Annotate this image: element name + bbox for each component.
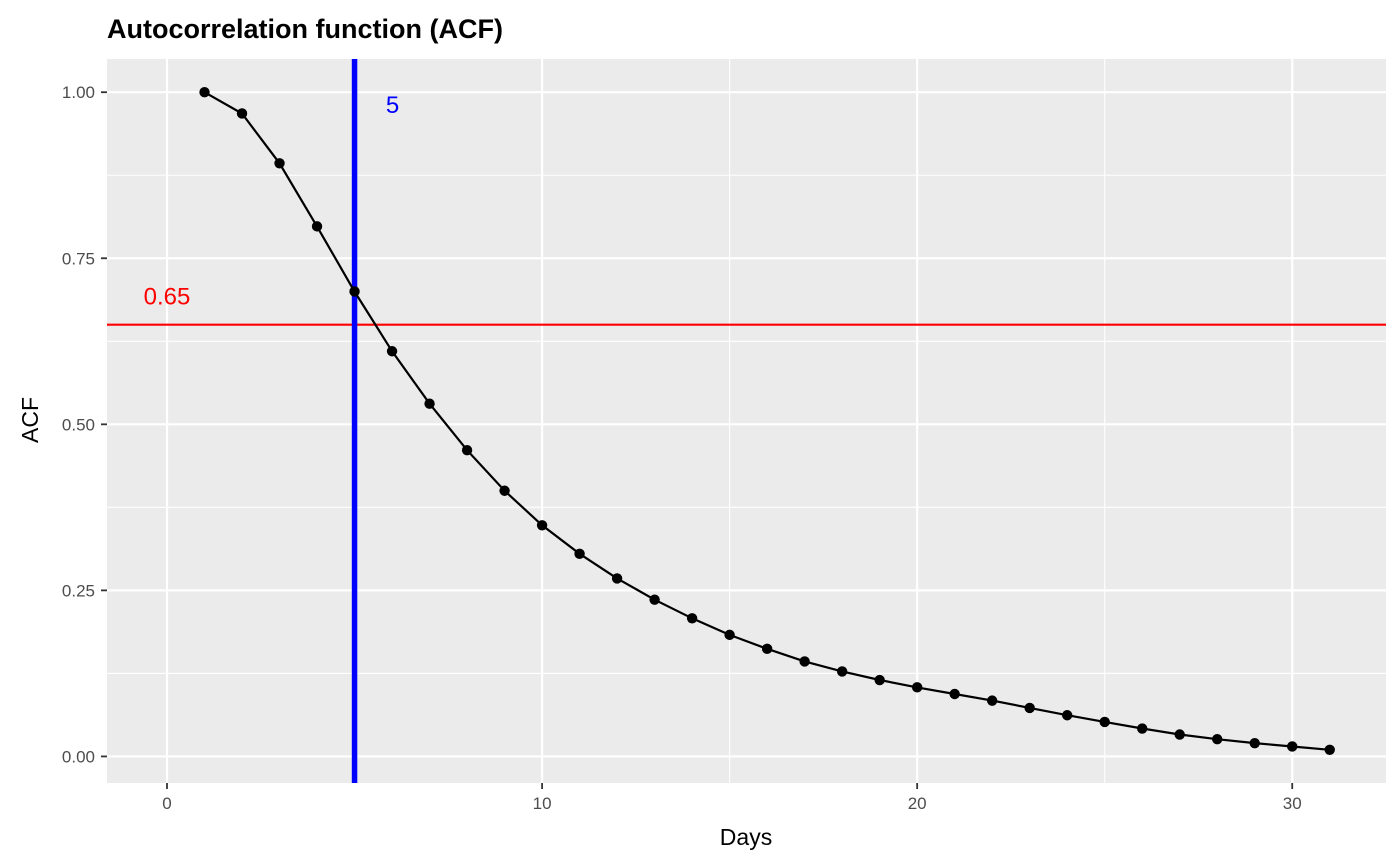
acf-point [686,613,698,624]
minor-gridlines [107,59,1386,783]
acf-point [461,445,473,456]
acf-point [1212,733,1223,745]
acf-point [1324,744,1335,755]
chart-title: Autocorrelation function (ACF) [107,14,503,44]
y-tick-label: 0.75 [62,249,95,268]
acf-point [536,520,548,531]
acf-point [1249,737,1260,749]
acf-point [499,485,510,496]
axis-ticks: 0 10 20 30 0.00 0.25 0.50 0.75 1.00 [62,83,1302,813]
acf-point [311,221,323,232]
y-tick-label: 0.50 [62,415,95,434]
acf-point [799,656,810,667]
y-tick-label: 1.00 [62,83,95,102]
acf-point [1174,729,1185,740]
acf-point [1287,741,1298,752]
hline-label: 0.65 [144,284,191,311]
y-tick-label: 0.00 [62,747,95,766]
x-tick-label: 10 [533,794,552,813]
acf-point [199,87,210,98]
vline-label: 5 [386,92,399,119]
acf-point [949,688,960,700]
acf-point [386,346,398,357]
acf-point [874,674,885,686]
acf-point [236,108,248,119]
reference-lines: 0.65 5 [107,59,1386,783]
acf-point [424,398,435,409]
plot-panel [107,59,1386,783]
x-tick-label: 30 [1283,794,1302,813]
acf-point [611,573,623,584]
major-gridlines [107,59,1386,783]
y-axis-title: ACF [17,397,43,443]
acf-point [1137,723,1148,734]
acf-point [1099,716,1110,728]
x-tick-label: 20 [908,794,927,813]
acf-point [649,594,660,605]
acf-point [911,682,923,693]
x-axis-title: Days [720,824,772,850]
acf-point [274,158,285,169]
acf-point [349,286,360,297]
acf-point [836,666,848,677]
acf-point [724,629,735,641]
series-layer [199,87,1335,755]
acf-point [1024,702,1035,714]
y-tick-label: 0.25 [62,581,95,600]
acf-point [986,695,998,706]
x-tick-label: 0 [162,794,171,813]
acf-point [761,643,773,655]
acf-point [1061,710,1073,721]
acf-point [574,548,585,560]
